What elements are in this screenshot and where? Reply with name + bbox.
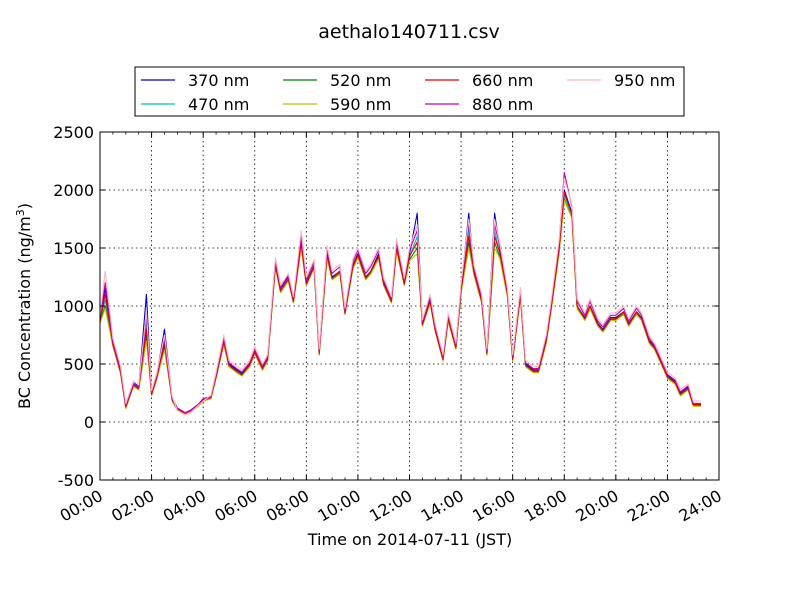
y-tick-label: 1500: [53, 239, 94, 258]
chart-title: aethalo140711.csv: [318, 21, 500, 43]
legend-box: [134, 66, 685, 117]
y-tick-label: 500: [63, 355, 94, 374]
y-tick-label: 1000: [53, 297, 94, 316]
legend-label-590-nm: 590 nm: [330, 95, 391, 114]
x-tick-label: 10:00: [314, 486, 363, 526]
x-tick-label: 24:00: [676, 486, 725, 526]
y-tick-label: -500: [58, 471, 94, 490]
x-tick-label: 06:00: [211, 486, 260, 526]
x-tick-label: 14:00: [418, 486, 467, 526]
x-tick-labels: 00:00 02:00 04:00 06:00 08:00 10:00 12:00 14:00…: [57, 486, 725, 526]
legend-label-880-nm: 880 nm: [472, 95, 533, 114]
legend: 370 nm 470 nm 520 nm 590 nm 660 nm 880 nm 950 …: [134, 66, 685, 117]
series-line-370-nm: [99, 189, 701, 414]
grid-lines: [100, 132, 719, 480]
axis-ticks: [99, 131, 720, 481]
y-tick-labels: -500 0 500 1000 1500 2000 2500: [53, 123, 94, 490]
plot-frame: [99, 131, 720, 481]
legend-label-660-nm: 660 nm: [472, 71, 533, 90]
y-tick-label: 2500: [53, 123, 94, 142]
x-tick-label: 08:00: [263, 486, 312, 526]
x-tick-label: 18:00: [521, 486, 570, 526]
x-tick-label: 04:00: [160, 486, 209, 526]
series-line-590-nm: [99, 199, 701, 415]
y-axis-label-sup: 3: [14, 209, 27, 216]
legend-label-950-nm: 950 nm: [614, 71, 675, 90]
y-tick-label: 2000: [53, 181, 94, 200]
legend-label-520-nm: 520 nm: [330, 71, 391, 90]
x-axis-label: Time on 2014-07-11 (JST): [307, 530, 512, 549]
series-line-660-nm: [99, 191, 701, 414]
series-line-880-nm: [99, 172, 701, 414]
x-tick-label: 16:00: [469, 486, 518, 526]
x-tick-label: 22:00: [624, 486, 673, 526]
y-axis-label-main: BC Concentration (ng/m: [15, 216, 34, 409]
x-tick-label: 02:00: [108, 486, 157, 526]
y-tick-label: 0: [84, 413, 94, 432]
series-line-470-nm: [99, 195, 701, 414]
series-line-950-nm: [99, 177, 701, 416]
legend-label-470-nm: 470 nm: [188, 95, 249, 114]
legend-label-370-nm: 370 nm: [188, 71, 249, 90]
y-axis-label: BC Concentration (ng/m3): [14, 203, 34, 409]
series-line-520-nm: [99, 198, 701, 415]
x-tick-label: 20:00: [572, 486, 621, 526]
series-lines: [99, 172, 701, 416]
x-tick-label: 00:00: [57, 486, 106, 526]
legend-items: 370 nm 470 nm 520 nm 590 nm 660 nm 880 nm 950 …: [141, 71, 675, 114]
x-tick-label: 12:00: [366, 486, 415, 526]
y-axis-label-end: ): [15, 203, 34, 209]
